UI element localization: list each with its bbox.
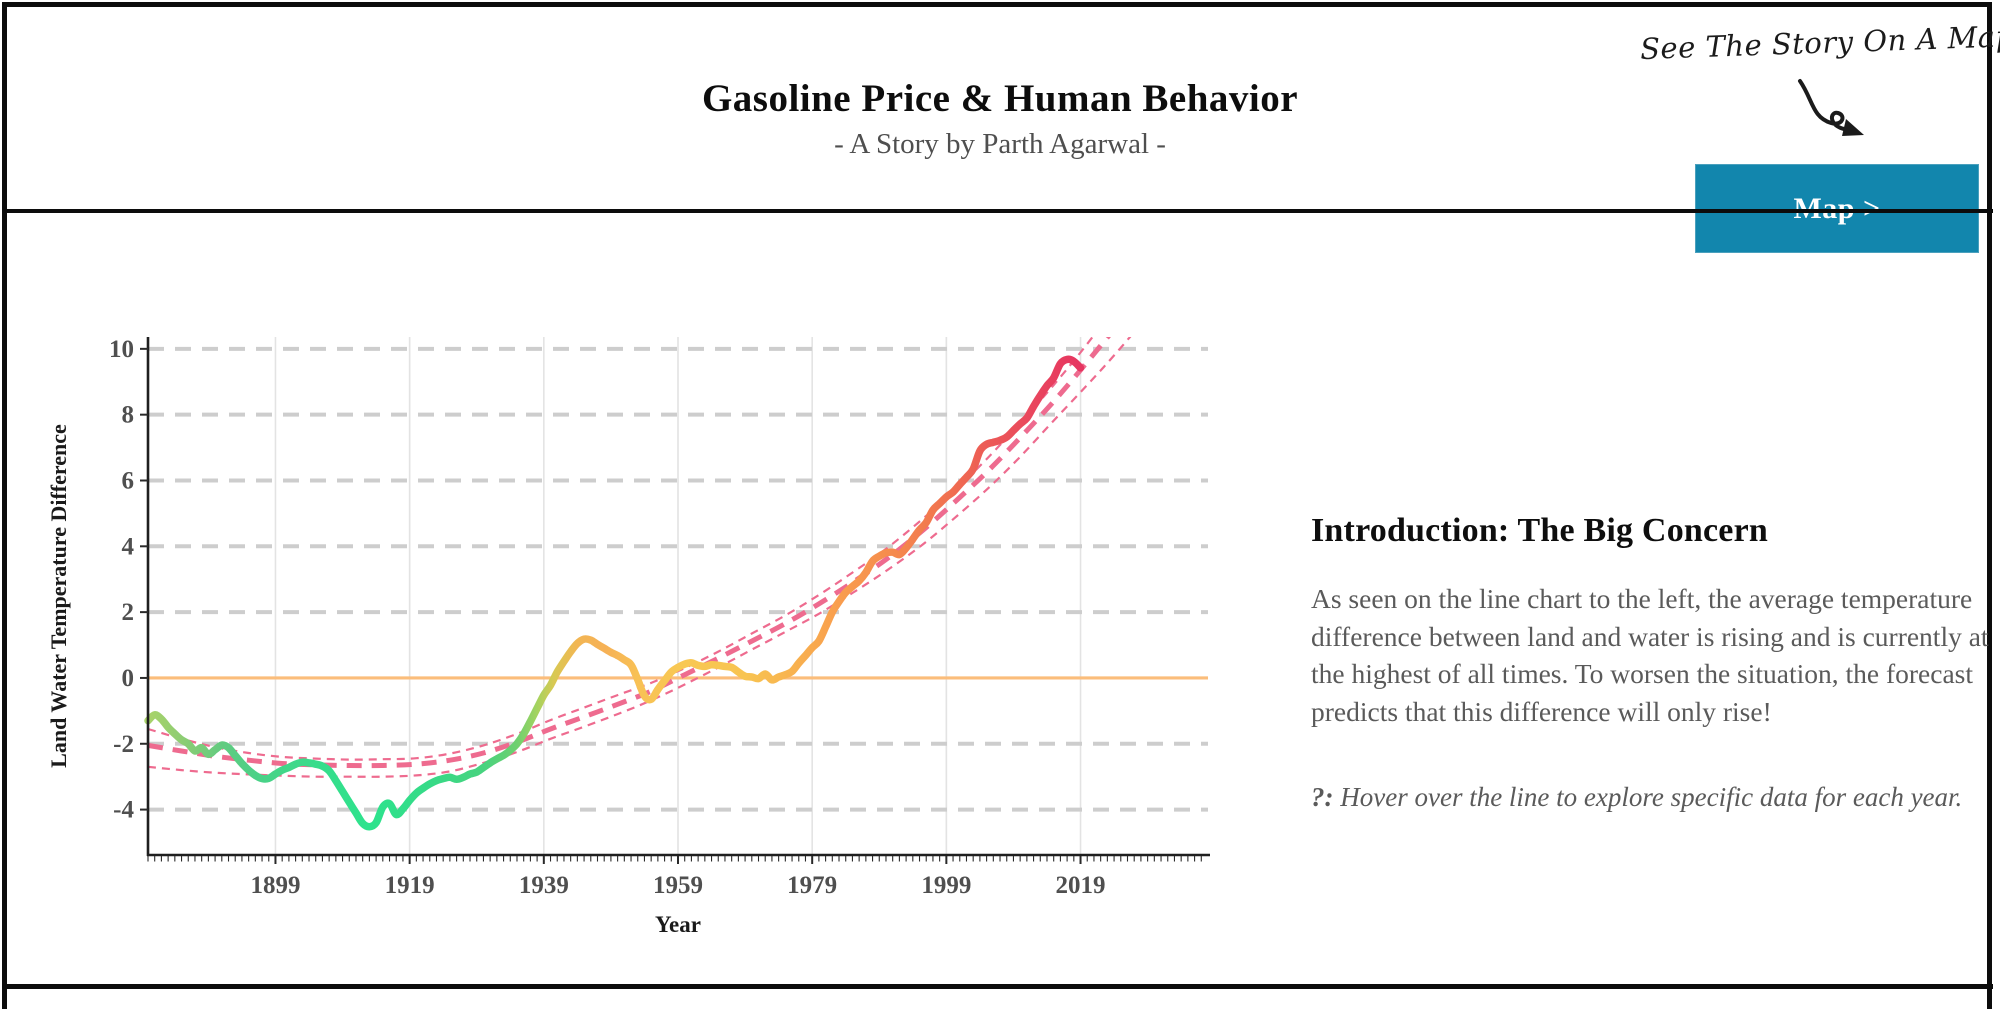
svg-text:4: 4 [122, 533, 135, 560]
svg-text:1959: 1959 [653, 872, 703, 899]
page-title: Gasoline Price & Human Behavior [701, 77, 1299, 120]
svg-text:6: 6 [122, 467, 135, 494]
temperature-chart: 1899 1919 1939 1959 1979 1999 2019 -4 -2 0 2 4 6 8 10 Y… [0, 213, 1330, 984]
temperature-chart-svg[interactable]: 1899 1919 1939 1959 1979 1999 2019 -4 -2 0 2 4 6 8 10 Y… [0, 213, 1330, 984]
map-button[interactable]: Map > [1695, 164, 1979, 253]
intro-paragraph: As seen on the line chart to the left, t… [1311, 583, 1989, 727]
hint-text: Hover over the line to explore specific … [1333, 782, 1963, 812]
forecast-band [147, 337, 1132, 778]
y-axis-label: Land Water Temperature Difference [46, 424, 71, 768]
map-callout-text: See The Story On A Map [1639, 19, 2000, 67]
y-tick-labels: -4 -2 0 2 4 6 8 10 [109, 336, 135, 824]
intro-panel: Introduction: The Big Concern As seen on… [1311, 512, 1989, 813]
axes [140, 337, 1210, 864]
svg-text:8: 8 [122, 402, 135, 429]
svg-text:10: 10 [109, 336, 134, 363]
svg-text:-2: -2 [113, 731, 134, 758]
svg-text:1939: 1939 [519, 872, 569, 899]
svg-text:1979: 1979 [787, 872, 837, 899]
hover-hint: ?: Hover over the line to explore specif… [1311, 782, 1989, 813]
y-gridlines [148, 346, 1208, 812]
hint-prefix: ?: [1311, 782, 1334, 812]
x-tick-labels: 1899 1919 1939 1959 1979 1999 2019 [250, 872, 1105, 899]
header-divider [7, 209, 1993, 213]
svg-text:-4: -4 [113, 797, 134, 824]
svg-text:1919: 1919 [385, 872, 435, 899]
curved-arrow-icon [1786, 76, 1878, 148]
page-subtitle: - A Story by Parth Agarwal - [834, 128, 1166, 160]
svg-text:1899: 1899 [250, 872, 300, 899]
forecast-lower [147, 337, 1132, 778]
main-series-line[interactable] [144, 355, 1085, 831]
svg-text:2019: 2019 [1056, 872, 1106, 899]
x-gridlines [274, 337, 1082, 855]
svg-text:1999: 1999 [921, 872, 971, 899]
intro-heading: Introduction: The Big Concern [1311, 512, 1768, 549]
svg-text:2: 2 [122, 599, 135, 626]
section-divider [7, 984, 1993, 989]
svg-text:0: 0 [122, 665, 135, 692]
x-axis-label: Year [655, 912, 701, 937]
forecast-upper [147, 337, 1094, 761]
